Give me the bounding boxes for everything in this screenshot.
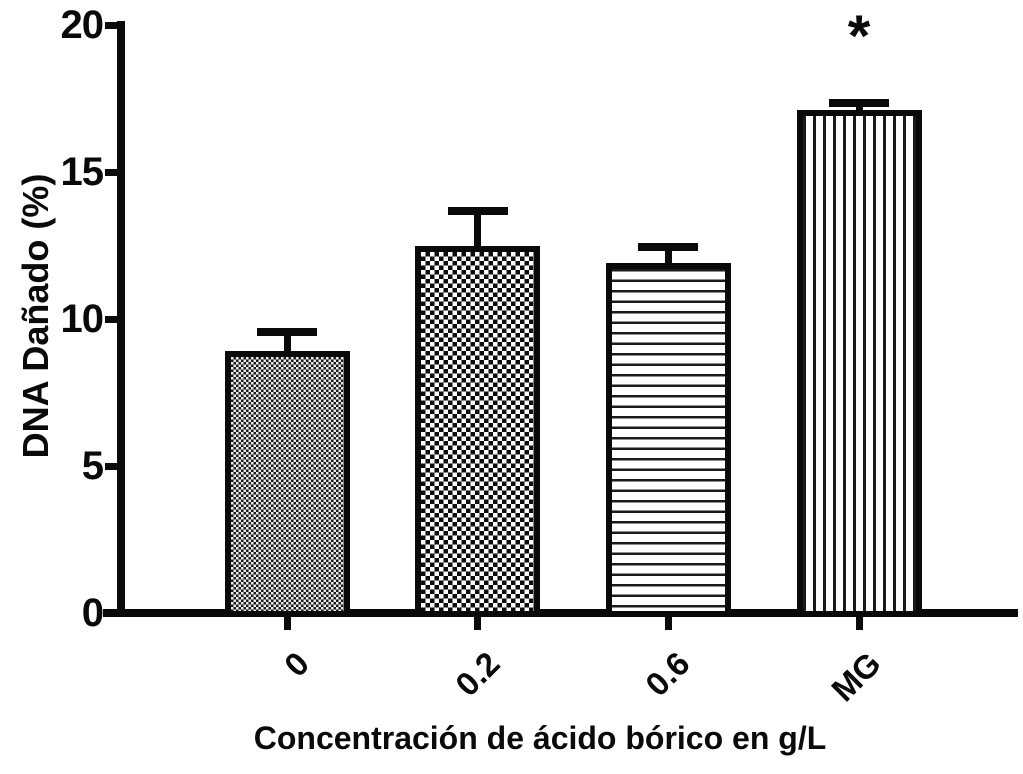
x-tick [856,617,863,630]
y-tick-label: 10 [60,297,105,341]
y-tick [105,316,118,323]
x-tick-label: 0 [276,644,316,684]
error-bar-stem [856,103,863,116]
x-tick [284,617,291,630]
y-tick-label: 5 [81,444,104,488]
y-axis-line [117,21,125,617]
significance-asterisk: * [847,4,871,69]
x-axis-line [103,609,1018,617]
y-tick-label: 15 [60,150,105,194]
bar-MG [797,110,922,617]
y-tick [105,463,118,470]
x-tick-label: 0.2 [448,644,507,704]
bar-0.2 [415,246,540,617]
error-bar-stem [284,332,291,357]
error-bar-cap [829,99,889,107]
y-tick [105,22,118,29]
error-bar-cap [257,328,317,336]
error-bar-stem [474,211,481,252]
x-tick [474,617,481,630]
x-tick-label: MG [823,644,888,709]
error-bar-cap [638,243,698,251]
x-tick [665,617,672,630]
y-tick [105,169,118,176]
bar-0 [225,351,350,617]
error-bar-cap [448,207,508,215]
y-axis-title: DNA Dañado (%) [15,173,56,459]
y-tick-label: 20 [60,3,105,47]
error-bar-stem [665,247,672,269]
bar-0.6 [606,263,731,617]
y-tick-label: 0 [81,591,104,635]
x-axis-title: Concentración de ácido bórico en g/L [253,720,827,756]
x-tick-label: 0.6 [638,644,697,704]
